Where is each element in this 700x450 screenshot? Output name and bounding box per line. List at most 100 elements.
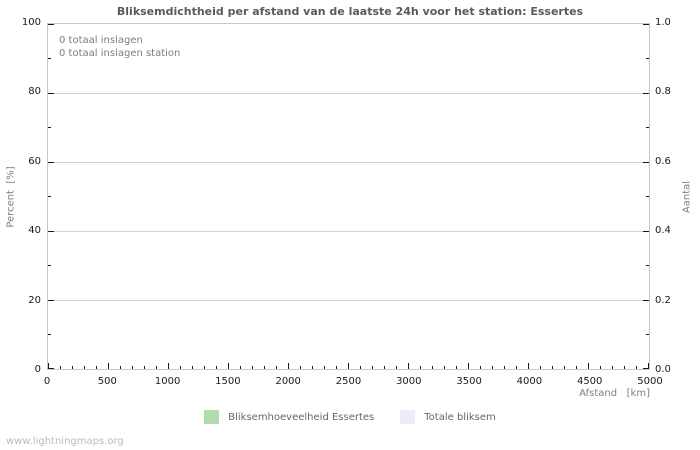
y-tick-label-left: 20 (28, 294, 41, 306)
x-minor-tick (540, 366, 542, 369)
y-tick-label-left: 80 (28, 86, 41, 98)
x-tick-label: 5000 (637, 376, 663, 387)
x-major-tick (528, 363, 530, 369)
legend-label: Totale bliksem (424, 411, 496, 423)
y-tick-label-right: 0.6 (655, 155, 671, 167)
x-minor-tick (263, 366, 265, 369)
x-tick-label: 3500 (456, 376, 482, 387)
x-major-tick (107, 363, 109, 369)
y-major-tick-right (643, 230, 649, 232)
x-minor-tick (576, 366, 578, 369)
y-major-tick-left (48, 24, 54, 25)
x-minor-tick (59, 366, 61, 369)
y-major-tick-left (48, 92, 54, 94)
x-minor-tick (311, 366, 313, 369)
y-minor-tick-right (646, 127, 649, 128)
x-axis-label: Afstand [km] (579, 388, 650, 399)
x-minor-tick (143, 366, 145, 369)
y-tick-label-right: 0.0 (655, 364, 671, 375)
x-minor-tick (552, 366, 554, 369)
legend-swatch (400, 410, 416, 424)
x-major-tick (167, 363, 169, 369)
y-tick-label-right: 1.0 (655, 17, 671, 28)
y-tick-label-left: 40 (28, 225, 41, 237)
x-minor-tick (335, 366, 337, 369)
gridline (48, 230, 649, 232)
y-minor-tick-left (48, 265, 51, 266)
x-tick-label: 2000 (275, 376, 301, 387)
x-minor-tick (119, 366, 121, 369)
x-minor-tick (600, 366, 602, 369)
y-major-tick-right (643, 24, 649, 25)
x-minor-tick (636, 366, 638, 369)
y-major-tick-left (48, 368, 54, 369)
x-minor-tick (612, 366, 614, 369)
x-tick-label: 2500 (335, 376, 362, 387)
legend-item: Totale bliksem (400, 410, 496, 424)
x-minor-tick (504, 366, 506, 369)
x-tick-label: 4500 (576, 376, 603, 387)
y-major-tick-left (48, 161, 54, 163)
annotation-line: 0 totaal inslagen (59, 35, 143, 46)
legend-label: Bliksemhoeveelheid Essertes (228, 411, 375, 423)
x-minor-tick (179, 366, 181, 369)
x-minor-tick (432, 366, 434, 369)
x-tick-label: 1500 (215, 376, 241, 387)
x-minor-tick (131, 366, 133, 369)
x-tick-label: 4000 (516, 376, 543, 387)
y-tick-label-right: 0.2 (655, 294, 671, 306)
x-minor-tick (360, 366, 362, 369)
x-major-tick (287, 363, 289, 369)
x-tick-label: 1000 (154, 376, 181, 387)
x-minor-tick (323, 366, 325, 369)
x-minor-tick (396, 366, 398, 369)
x-minor-tick (624, 366, 626, 369)
gridline (48, 299, 649, 301)
y-major-tick-left (48, 230, 54, 232)
x-major-tick (48, 363, 49, 369)
y-major-tick-right (643, 368, 649, 369)
x-minor-tick (191, 366, 193, 369)
y-major-tick-right (643, 92, 649, 94)
x-minor-tick (299, 366, 301, 369)
x-minor-tick (444, 366, 446, 369)
y-major-tick-right (643, 299, 649, 301)
x-minor-tick (564, 366, 566, 369)
y-axis-label-left: Percent [%] (5, 166, 17, 228)
plot-area (47, 23, 650, 370)
y-minor-tick-right (646, 265, 649, 266)
x-minor-tick (83, 366, 85, 369)
x-minor-tick (516, 366, 518, 369)
x-minor-tick (155, 366, 157, 369)
y-tick-label-right: 0.8 (655, 86, 671, 98)
strike-count-annotations: 0 totaal inslagen 0 totaal inslagen stati… (59, 34, 180, 60)
x-minor-tick (71, 366, 73, 369)
y-tick-label-left: 100 (21, 17, 41, 28)
y-major-tick-left (48, 299, 54, 301)
x-minor-tick (275, 366, 277, 369)
watermark: www.lightningmaps.org (6, 436, 124, 447)
legend: Bliksemhoeveelheid Essertes Totale blikse… (0, 410, 700, 424)
x-minor-tick (203, 366, 205, 369)
y-minor-tick-left (48, 58, 51, 59)
y-tick-label-left: 0 (34, 364, 41, 375)
x-minor-tick (420, 366, 422, 369)
y-minor-tick-right (646, 334, 649, 335)
x-minor-tick (456, 366, 458, 369)
x-minor-tick (95, 366, 97, 369)
y-minor-tick-left (48, 334, 51, 335)
x-minor-tick (492, 366, 494, 369)
annotation-line: 0 totaal inslagen station (59, 48, 181, 59)
x-minor-tick (239, 366, 241, 369)
x-major-tick (348, 363, 349, 369)
x-minor-tick (372, 366, 374, 369)
legend-item: Bliksemhoeveelheid Essertes (204, 410, 374, 424)
x-major-tick (588, 363, 590, 369)
x-tick-label: 500 (97, 376, 117, 387)
y-minor-tick-right (646, 58, 649, 59)
x-major-tick (227, 363, 229, 369)
y-tick-label-left: 60 (28, 155, 41, 167)
x-major-tick (648, 363, 649, 369)
y-minor-tick-left (48, 196, 51, 197)
